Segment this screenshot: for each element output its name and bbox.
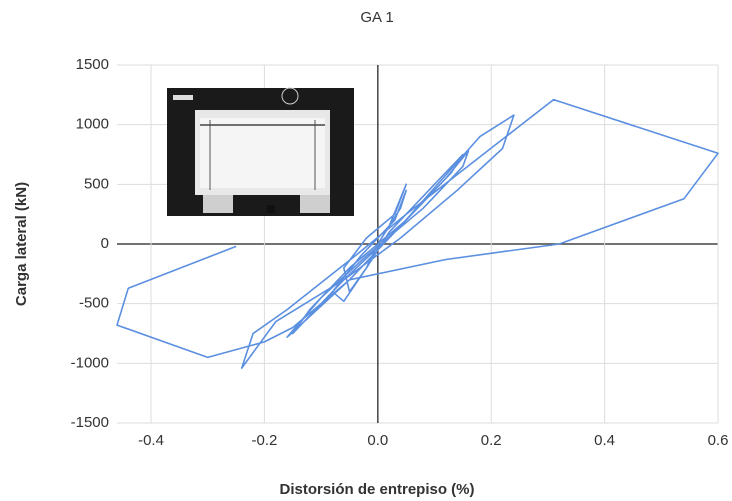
y-tick-label: 500 <box>84 175 109 192</box>
y-tick-label: -1500 <box>71 414 109 431</box>
data-line <box>116 98 719 369</box>
x-tick-label: 0.6 <box>708 432 729 449</box>
y-tick-label: -1000 <box>71 354 109 371</box>
x-axis-label: Distorsión de entrepiso (%) <box>279 481 474 498</box>
y-axis-label: Carga lateral (kN) <box>13 182 30 306</box>
x-tick-label: 0.0 <box>367 432 388 449</box>
y-tick-label: 1000 <box>76 116 109 133</box>
x-tick-label: -0.4 <box>138 432 164 449</box>
inset-photo <box>167 87 354 216</box>
y-tick-label: -500 <box>79 295 109 312</box>
chart-title: GA 1 <box>360 9 393 26</box>
y-tick-label: 1500 <box>76 56 109 73</box>
y-tick-label: 0 <box>101 235 109 252</box>
x-tick-label: 0.2 <box>481 432 502 449</box>
x-tick-label: -0.2 <box>251 432 277 449</box>
x-tick-label: 0.4 <box>594 432 615 449</box>
